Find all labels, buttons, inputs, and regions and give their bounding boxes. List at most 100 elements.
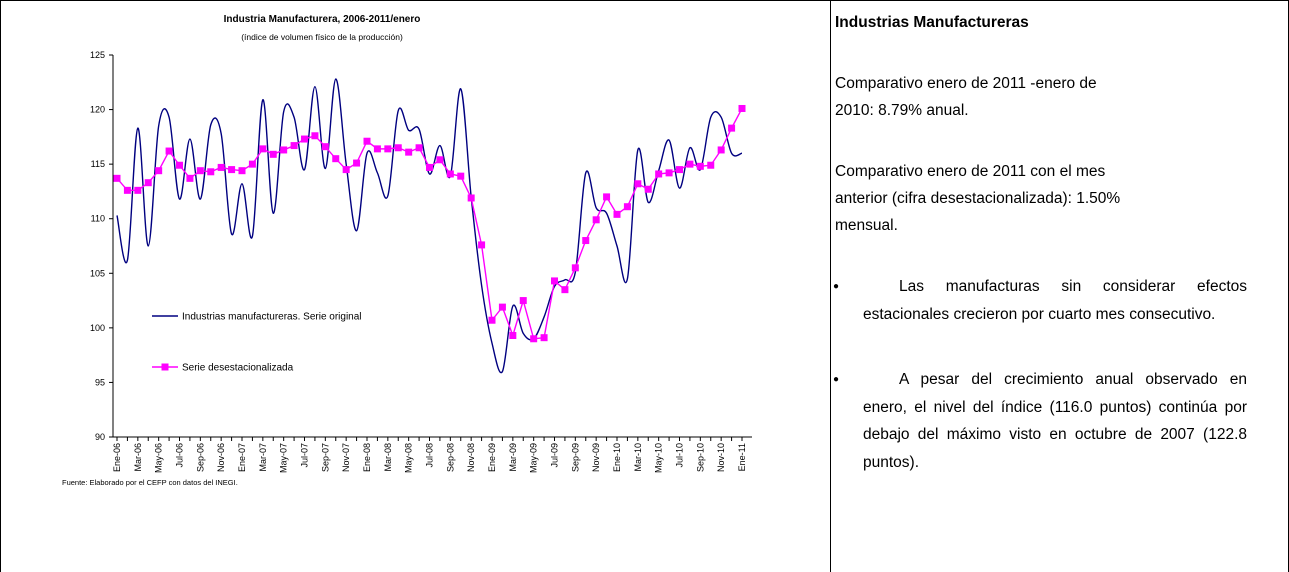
x-tick-label: Ene-09 bbox=[487, 443, 497, 472]
data-point bbox=[394, 144, 402, 152]
data-point bbox=[373, 145, 381, 153]
data-point bbox=[738, 104, 746, 112]
data-point bbox=[655, 170, 663, 178]
x-tick-label: Sep-09 bbox=[570, 443, 580, 472]
x-tick-label: Ene-08 bbox=[362, 443, 372, 472]
x-tick-label: Mar-08 bbox=[383, 443, 393, 472]
chart-title: Industria Manufacturera, 2006-2011/enero bbox=[224, 14, 421, 25]
data-point bbox=[582, 237, 590, 245]
data-point bbox=[509, 331, 517, 339]
data-point bbox=[290, 142, 298, 150]
paragraph-line: mensual. bbox=[835, 217, 898, 234]
text-panel: Industrias Manufactureras Comparativo en… bbox=[833, 10, 1275, 514]
data-point bbox=[301, 135, 308, 143]
data-point bbox=[592, 216, 600, 224]
data-point bbox=[196, 167, 204, 175]
x-tick-label: May-09 bbox=[529, 443, 539, 473]
data-point bbox=[280, 146, 288, 154]
y-tick-label: 90 bbox=[95, 432, 105, 442]
x-tick-label: Ene-07 bbox=[237, 443, 247, 472]
data-point bbox=[238, 167, 246, 175]
data-point bbox=[707, 161, 715, 169]
data-point bbox=[217, 163, 225, 171]
paragraph-line: anterior (cifra desestacionalizada): 1.5… bbox=[835, 190, 1121, 207]
x-tick-label: Nov-10 bbox=[716, 443, 726, 472]
data-point bbox=[530, 335, 538, 343]
x-tick-label: Ene-11 bbox=[737, 443, 747, 471]
x-tick-label: Mar-07 bbox=[258, 443, 268, 472]
data-point bbox=[634, 180, 642, 188]
y-tick-label: 105 bbox=[90, 268, 105, 278]
paragraphs: Comparativo enero de 2011 -enero de 2010:… bbox=[835, 70, 1275, 239]
data-point bbox=[426, 163, 433, 171]
data-point bbox=[363, 137, 371, 145]
data-point bbox=[321, 143, 329, 151]
source-note: Fuente: Elaborado por el CEFP con datos … bbox=[62, 478, 238, 487]
x-tick-label: Ene-06 bbox=[112, 443, 122, 472]
data-point bbox=[551, 277, 558, 285]
bullet-item: Las manufacturas sin considerar efectos … bbox=[833, 273, 1247, 328]
x-tick-label: May-07 bbox=[279, 443, 289, 473]
data-point bbox=[248, 160, 256, 168]
data-point bbox=[446, 170, 454, 178]
data-point bbox=[259, 145, 267, 153]
data-point bbox=[134, 186, 142, 194]
data-point bbox=[228, 166, 236, 174]
x-tick-label: May-08 bbox=[404, 443, 414, 473]
data-point bbox=[113, 174, 121, 182]
data-point bbox=[457, 172, 465, 180]
y-tick-label: 125 bbox=[90, 50, 105, 60]
data-point bbox=[623, 203, 631, 211]
data-point bbox=[686, 160, 694, 168]
data-point bbox=[123, 186, 131, 194]
data-point bbox=[613, 210, 621, 218]
data-point bbox=[384, 145, 392, 153]
data-point bbox=[665, 169, 673, 177]
bullet-list: Las manufacturas sin considerar efectos … bbox=[833, 273, 1275, 476]
x-tick-label: Jul-07 bbox=[300, 443, 310, 468]
y-tick-label: 95 bbox=[95, 377, 105, 387]
y-tick-label: 120 bbox=[90, 105, 105, 115]
data-point bbox=[405, 148, 413, 156]
paragraph: Comparativo enero de 2011 -enero de 2010:… bbox=[835, 70, 1275, 124]
data-point bbox=[696, 162, 704, 170]
series-line bbox=[116, 108, 743, 340]
data-point bbox=[269, 150, 277, 158]
x-tick-label: Nov-08 bbox=[466, 443, 476, 472]
x-tick-label: Mar-09 bbox=[508, 443, 518, 472]
x-tick-label: Nov-09 bbox=[591, 443, 601, 472]
legend-label: Industrias manufactureras. Serie origina… bbox=[182, 312, 362, 323]
data-point bbox=[478, 241, 486, 249]
x-tick-label: May-10 bbox=[654, 443, 664, 473]
data-point bbox=[717, 146, 725, 154]
data-point bbox=[644, 185, 652, 193]
data-point bbox=[676, 166, 683, 174]
data-point bbox=[603, 193, 611, 201]
y-tick-label: 110 bbox=[91, 214, 105, 224]
data-point bbox=[311, 132, 319, 140]
paragraph-line: Comparativo enero de 2011 -enero de bbox=[835, 75, 1097, 92]
data-point bbox=[353, 159, 361, 167]
data-point bbox=[342, 166, 350, 174]
y-tick-label: 115 bbox=[91, 159, 105, 169]
x-tick-label: Sep-08 bbox=[445, 443, 455, 472]
x-tick-label: Sep-07 bbox=[320, 443, 330, 472]
legend-label: Serie desestacionalizada bbox=[182, 363, 294, 374]
data-point bbox=[436, 156, 444, 164]
y-tick-label: 100 bbox=[90, 323, 105, 333]
x-tick-label: Nov-06 bbox=[216, 443, 226, 472]
data-point bbox=[540, 334, 548, 342]
x-tick-label: Ene-10 bbox=[612, 443, 622, 472]
data-point bbox=[571, 264, 579, 272]
data-point bbox=[165, 147, 173, 155]
bullet-item: A pesar del crecimiento anual observado … bbox=[833, 366, 1247, 476]
paragraph-line: Comparativo enero de 2011 con el mes bbox=[835, 163, 1106, 180]
data-point bbox=[498, 303, 506, 311]
data-point bbox=[467, 194, 475, 202]
x-tick-label: Jul-08 bbox=[425, 443, 435, 468]
data-point bbox=[155, 167, 163, 175]
x-tick-label: Mar-06 bbox=[133, 443, 143, 472]
series-line bbox=[116, 78, 743, 374]
x-tick-label: Jul-06 bbox=[175, 443, 185, 468]
